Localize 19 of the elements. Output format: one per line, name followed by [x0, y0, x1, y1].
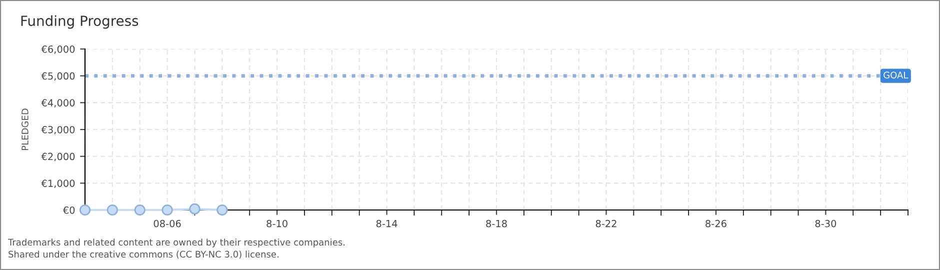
ref-line-label: GOAL	[884, 72, 908, 78]
y-tick-label: €5,000	[41, 72, 75, 81]
x-tick-label: 8-22	[596, 220, 616, 228]
y-tick-label: €0	[62, 206, 75, 214]
x-tick-label: 8-26	[706, 220, 726, 228]
x-tick-label: 08-06	[154, 220, 181, 228]
y-tick-label: €3,000	[41, 126, 75, 134]
y-tick-label: €1,000	[41, 180, 75, 188]
y-tick-label: €2,000	[41, 152, 75, 162]
x-tick-label: 8-14	[376, 220, 398, 228]
text: Trademarks and related content are owned by their respective companies.	[8, 238, 344, 248]
text: Shared under the creative commons (CC BY-NC 3.0) license.	[8, 250, 278, 259]
chart-title: Funding Progress	[21, 15, 138, 29]
y-tick-label: €4,000	[41, 99, 75, 108]
x-tick-label: 8-18	[486, 220, 507, 228]
y-axis-title: PLEDGED	[22, 108, 28, 150]
y-tick-label: €6,000	[41, 45, 75, 54]
x-tick-label: 8-10	[266, 220, 288, 228]
x-tick-label: 8-30	[815, 220, 836, 228]
